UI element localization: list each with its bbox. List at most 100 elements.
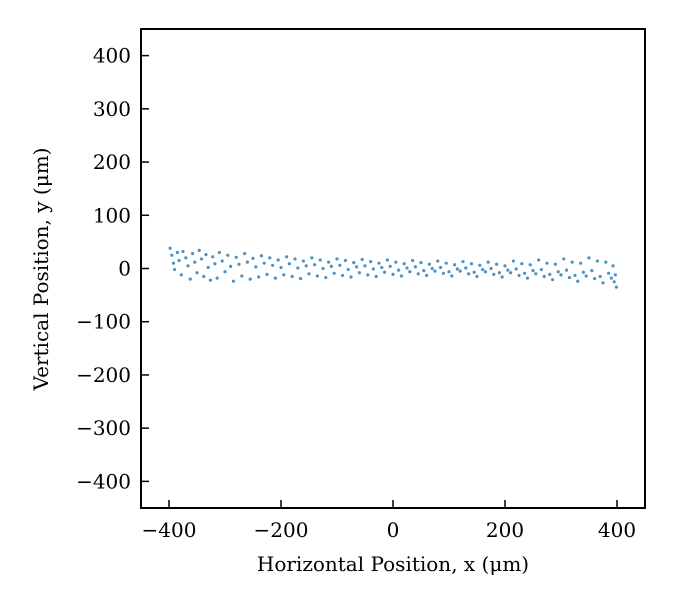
- scatter-point: [565, 268, 569, 272]
- scatter-point: [534, 272, 538, 276]
- y-tick-label: 0: [118, 257, 131, 281]
- scatter-point: [204, 253, 208, 257]
- y-axis-label: Vertical Position, y (μm): [29, 148, 53, 392]
- scatter-point: [307, 272, 311, 276]
- scatter-point: [245, 260, 249, 264]
- scatter-point: [338, 263, 342, 267]
- scatter-point: [388, 264, 392, 268]
- scatter-point: [553, 262, 558, 266]
- scatter-point: [439, 265, 443, 270]
- scatter-point: [231, 279, 235, 283]
- scatter-point: [531, 269, 535, 273]
- scatter-point: [329, 264, 333, 268]
- scatter-points: [168, 246, 619, 289]
- scatter-point: [422, 269, 426, 273]
- scatter-point: [315, 274, 319, 278]
- scatter-point: [562, 257, 566, 261]
- scatter-point: [551, 278, 555, 282]
- scatter-point: [497, 271, 501, 275]
- scatter-point: [383, 270, 387, 274]
- scatter-point: [301, 259, 305, 263]
- scatter-point: [335, 257, 339, 261]
- scatter-point: [352, 261, 356, 265]
- scatter-point: [495, 262, 499, 266]
- scatter-point: [581, 270, 586, 274]
- scatter-point: [455, 267, 459, 271]
- scatter-point: [559, 273, 563, 277]
- scatter-point: [240, 274, 244, 278]
- scatter-point: [371, 267, 375, 271]
- scatter-point: [202, 274, 206, 279]
- scatter-point: [614, 285, 619, 289]
- scatter-point: [248, 277, 252, 281]
- scatter-point: [265, 272, 269, 276]
- scatter-point: [611, 264, 615, 268]
- scatter-point: [220, 259, 224, 263]
- scatter-point: [357, 271, 361, 275]
- scatter-point: [213, 262, 217, 266]
- y-tick-label: 300: [93, 97, 131, 121]
- scatter-point: [229, 264, 233, 268]
- scatter-point: [226, 253, 230, 257]
- scatter-point: [215, 276, 219, 280]
- scatter-point: [310, 256, 314, 260]
- scatter-point: [419, 261, 423, 265]
- scatter-point: [609, 276, 614, 280]
- scatter-point: [598, 274, 602, 279]
- scatter-point: [464, 266, 468, 270]
- scatter-point: [486, 260, 490, 264]
- scatter-point: [489, 266, 493, 271]
- y-tick-label: 200: [93, 150, 131, 174]
- scatter-point: [279, 265, 283, 270]
- scatter-point: [503, 264, 507, 268]
- scatter-point: [271, 263, 275, 267]
- scatter-point: [355, 265, 359, 269]
- scatter-point: [584, 274, 588, 278]
- scatter-point: [483, 270, 487, 274]
- scatter-point: [601, 281, 605, 285]
- scatter-point: [548, 272, 552, 276]
- scatter-point: [416, 272, 420, 276]
- scatter-point: [570, 260, 574, 264]
- scatter-point: [186, 264, 190, 268]
- scatter-point: [478, 263, 482, 267]
- scatter-point: [537, 258, 541, 262]
- scatter-point: [436, 259, 440, 263]
- scatter-point: [290, 274, 294, 279]
- scatter-point: [181, 249, 185, 254]
- scatter-point: [211, 255, 215, 259]
- scatter-point: [177, 258, 181, 263]
- scatter-point: [223, 270, 227, 274]
- scatter-point: [327, 260, 331, 264]
- scatter-point: [441, 271, 445, 275]
- scatter-point: [430, 266, 434, 271]
- scatter-point: [377, 261, 381, 265]
- scatter-point: [173, 267, 177, 272]
- scatter-point: [500, 275, 504, 279]
- scatter-point: [573, 273, 577, 278]
- scatter-point: [472, 270, 476, 274]
- x-axis-ticks: −400 −200 0 200 400: [142, 500, 636, 542]
- scatter-point: [545, 261, 549, 265]
- scatter-point: [318, 258, 322, 262]
- scatter-point: [509, 271, 513, 275]
- scatter-point: [433, 269, 437, 273]
- scatter-point: [369, 259, 373, 264]
- scatter-point: [332, 271, 336, 275]
- scatter-point: [579, 261, 583, 265]
- scatter-point: [453, 263, 457, 267]
- scatter-point: [234, 255, 238, 259]
- scatter-point: [523, 271, 527, 275]
- scatter-point: [276, 258, 280, 262]
- x-tick-label: −200: [254, 518, 309, 542]
- scatter-point: [262, 261, 266, 265]
- scatter-point: [259, 254, 263, 258]
- scatter-point: [363, 264, 367, 268]
- y-tick-label: −400: [76, 469, 131, 493]
- scatter-point: [251, 256, 255, 260]
- scatter-point: [413, 265, 417, 269]
- scatter-point: [287, 262, 291, 266]
- scatter-point: [257, 275, 261, 279]
